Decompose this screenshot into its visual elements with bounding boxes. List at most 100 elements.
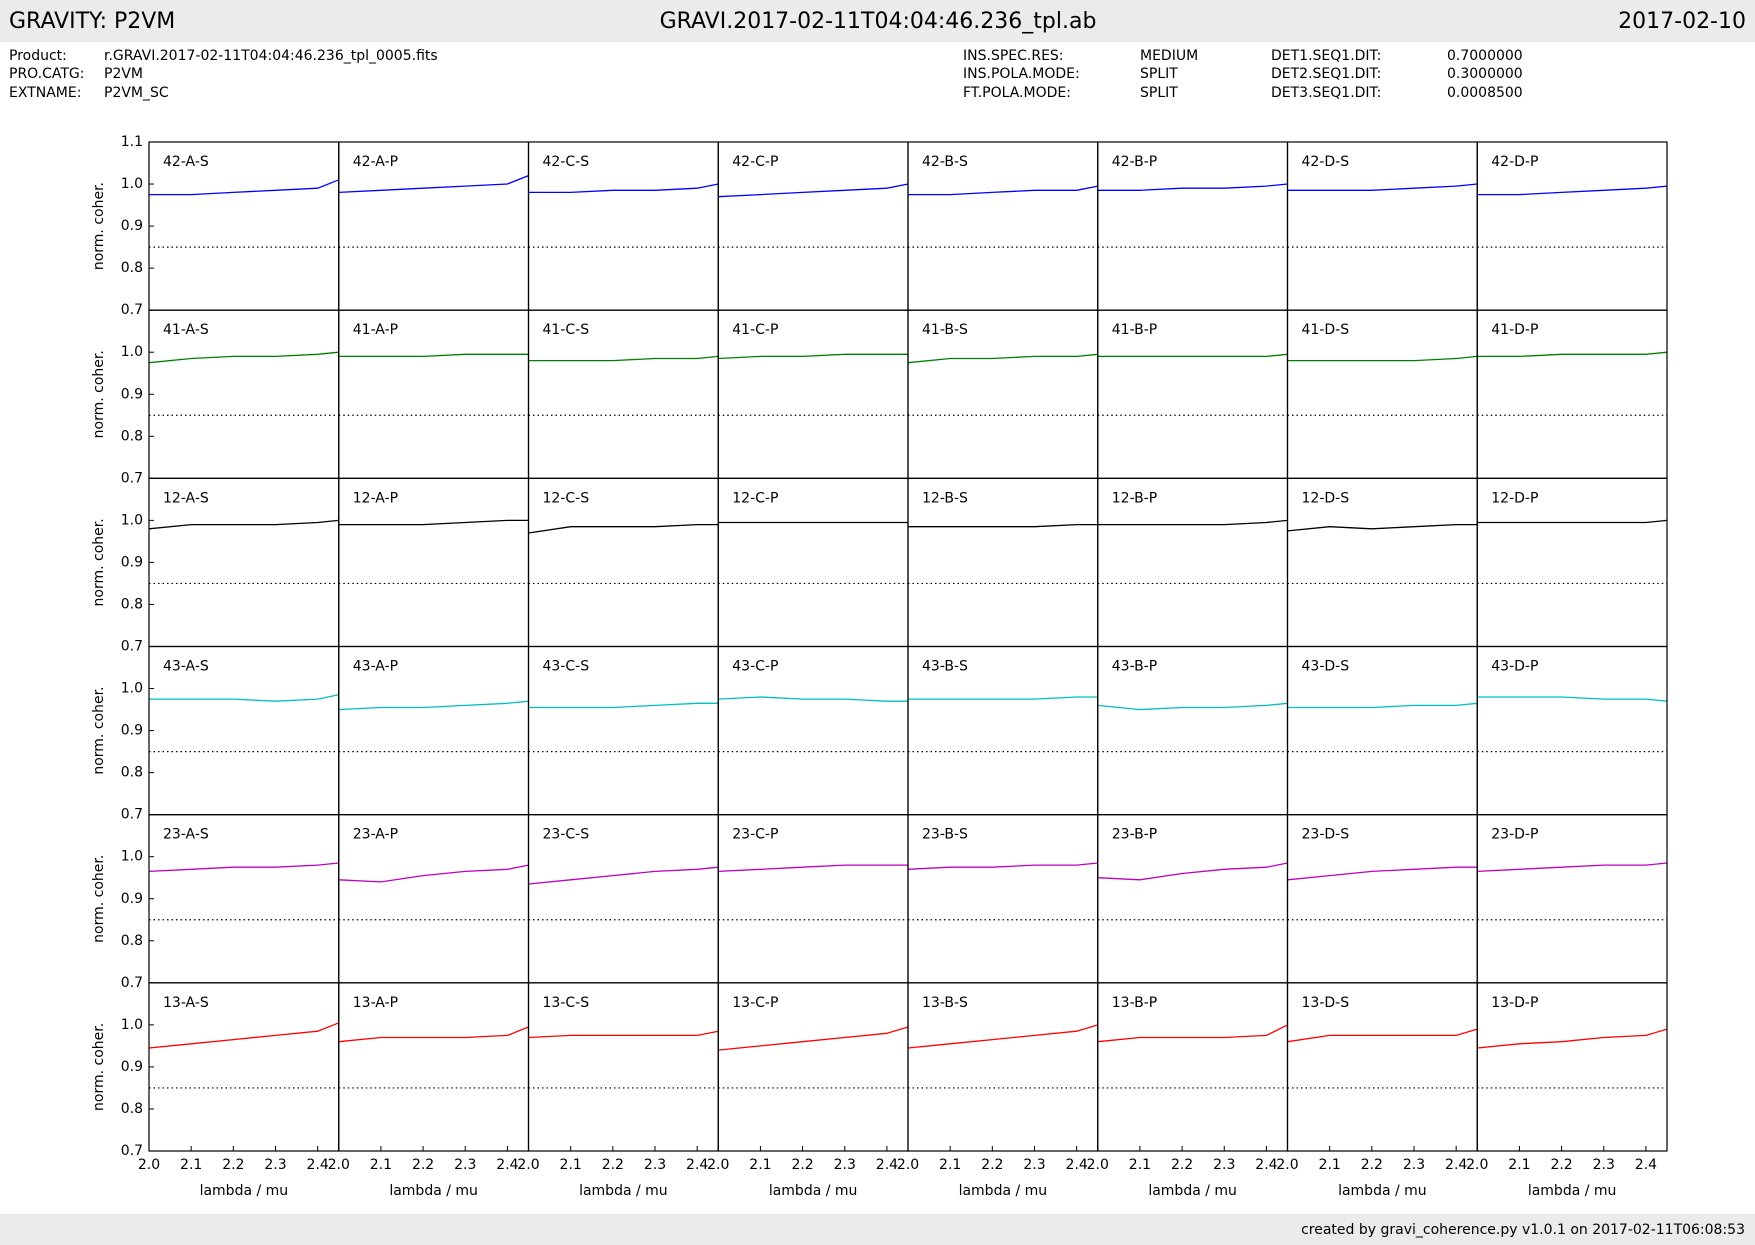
x-tick-label: 2.4 [1255,1157,1277,1173]
x-tick-label: 2.0 [707,1157,729,1173]
panel-title: 42-D-S [1302,154,1350,170]
y-tick-label: 1.0 [121,849,143,865]
info-value: P2VM [104,66,143,82]
x-tick-label: 2.2 [1550,1157,1572,1173]
panel-frame [1476,982,1668,1152]
panel-title: 41-B-S [922,322,968,338]
x-tick-label: 2.2 [602,1157,624,1173]
panel-title: 23-B-P [1112,827,1157,843]
panel-title: 12-B-P [1112,490,1157,506]
coherence-line [338,864,529,883]
coherence-line [1097,702,1288,711]
x-tick-label: 2.3 [1213,1157,1235,1173]
info-key: DET2.SEQ1.DIT: [1271,66,1381,82]
coherence-line [1477,351,1668,358]
coherence-line [528,1030,719,1039]
info-key: DET1.SEQ1.DIT: [1271,48,1381,64]
panel-title: 13-D-P [1491,995,1538,1011]
panel-title: 41-D-S [1302,322,1350,338]
header-left: GRAVITY: P2VM [9,9,175,34]
panel-title: 41-A-P [353,322,398,338]
panel-title: 23-A-S [163,827,209,843]
y-tick-label: 1.1 [121,134,143,150]
coherence-line [149,179,340,196]
coherence-line [1477,1028,1668,1049]
coherence-line [908,696,1098,700]
panel-title: 42-B-P [1112,154,1157,170]
panel-title: 13-C-P [732,995,778,1011]
info-key: INS.SPEC.RES: [963,48,1064,64]
x-tick-label: 2.2 [222,1157,244,1173]
coherence-line [528,523,719,534]
y-tick-label: 0.7 [121,807,143,823]
y-tick-label: 0.9 [121,723,143,739]
coherence-line [718,864,908,873]
panel-title: 13-D-S [1302,995,1350,1011]
y-tick-label: 1.0 [121,512,143,528]
x-tick-label: 2.2 [1171,1157,1193,1173]
y-tick-label: 1.0 [121,681,143,697]
info-value: 0.0008500 [1447,85,1523,101]
panel-title: 12-A-S [163,490,209,506]
panel-title: 41-B-P [1112,322,1157,338]
panel-title: 42-C-S [543,154,590,170]
panel-title: 42-A-P [353,154,398,170]
panel-title: 12-C-S [543,490,590,506]
coherence-line [907,862,1098,870]
info-value: 0.7000000 [1447,48,1523,64]
y-tick-label: 0.9 [121,554,143,570]
x-tick-label: 2.1 [180,1157,202,1173]
coherence-line [1477,185,1668,196]
panel-title: 41-C-S [543,322,590,338]
panel-title: 13-C-S [543,995,590,1011]
panel-title: 42-C-P [732,154,778,170]
panel-title: 12-D-S [1302,490,1350,506]
x-tick-label: 2.1 [1319,1157,1341,1173]
x-tick-label: 2.0 [328,1157,350,1173]
coherence-line [149,694,339,702]
x-tick-label: 2.3 [454,1157,476,1173]
x-tick-label: 2.1 [1508,1157,1530,1173]
x-tick-label: 2.1 [749,1157,771,1173]
coherence-line [338,353,529,358]
panel-title: 43-A-P [353,659,398,675]
panel-title: 42-A-S [163,154,209,170]
coherence-line [718,353,908,360]
coherence-line [1287,702,1478,709]
x-tick-label: 2.4 [1445,1157,1467,1173]
y-tick-label: 0.9 [121,386,143,402]
y-tick-label: 0.7 [121,470,143,486]
header-center: GRAVI.2017-02-11T04:04:46.236_tpl.ab [660,9,1097,34]
y-axis-label: norm. coher. [91,1023,107,1111]
panel-title: 41-A-S [163,322,209,338]
y-tick-label: 0.8 [121,428,143,444]
coherence-line [1097,519,1288,526]
coherence-line [1287,866,1478,881]
panel-title: 43-D-P [1491,659,1538,675]
x-tick-label: 2.0 [138,1157,160,1173]
x-tick-label: 2.4 [876,1157,898,1173]
y-tick-label: 0.8 [121,765,143,781]
y-tick-label: 1.0 [121,176,143,192]
y-tick-label: 0.8 [121,260,143,276]
panel-title: 12-C-P [732,490,778,506]
coherence-line [338,174,529,194]
panel-title: 43-D-S [1302,659,1350,675]
panel-title: 43-A-S [163,659,209,675]
coherence-line [148,351,339,364]
panel-title: 42-B-S [922,154,968,170]
header-right: 2017-02-10 [1618,9,1746,34]
coherence-line [1477,519,1668,524]
footer-bar [0,1214,1755,1245]
coherence-line [148,1022,340,1049]
x-tick-label: 2.0 [897,1157,919,1173]
x-tick-label: 2.3 [644,1157,666,1173]
info-value: MEDIUM [1140,48,1198,64]
x-tick-label: 2.2 [791,1157,813,1173]
y-tick-label: 0.9 [121,218,143,234]
panel-title: 13-B-P [1112,995,1157,1011]
panel-title: 43-C-P [732,659,778,675]
y-axis-label: norm. coher. [91,182,107,270]
x-axis-label: lambda / mu [1148,1183,1237,1199]
